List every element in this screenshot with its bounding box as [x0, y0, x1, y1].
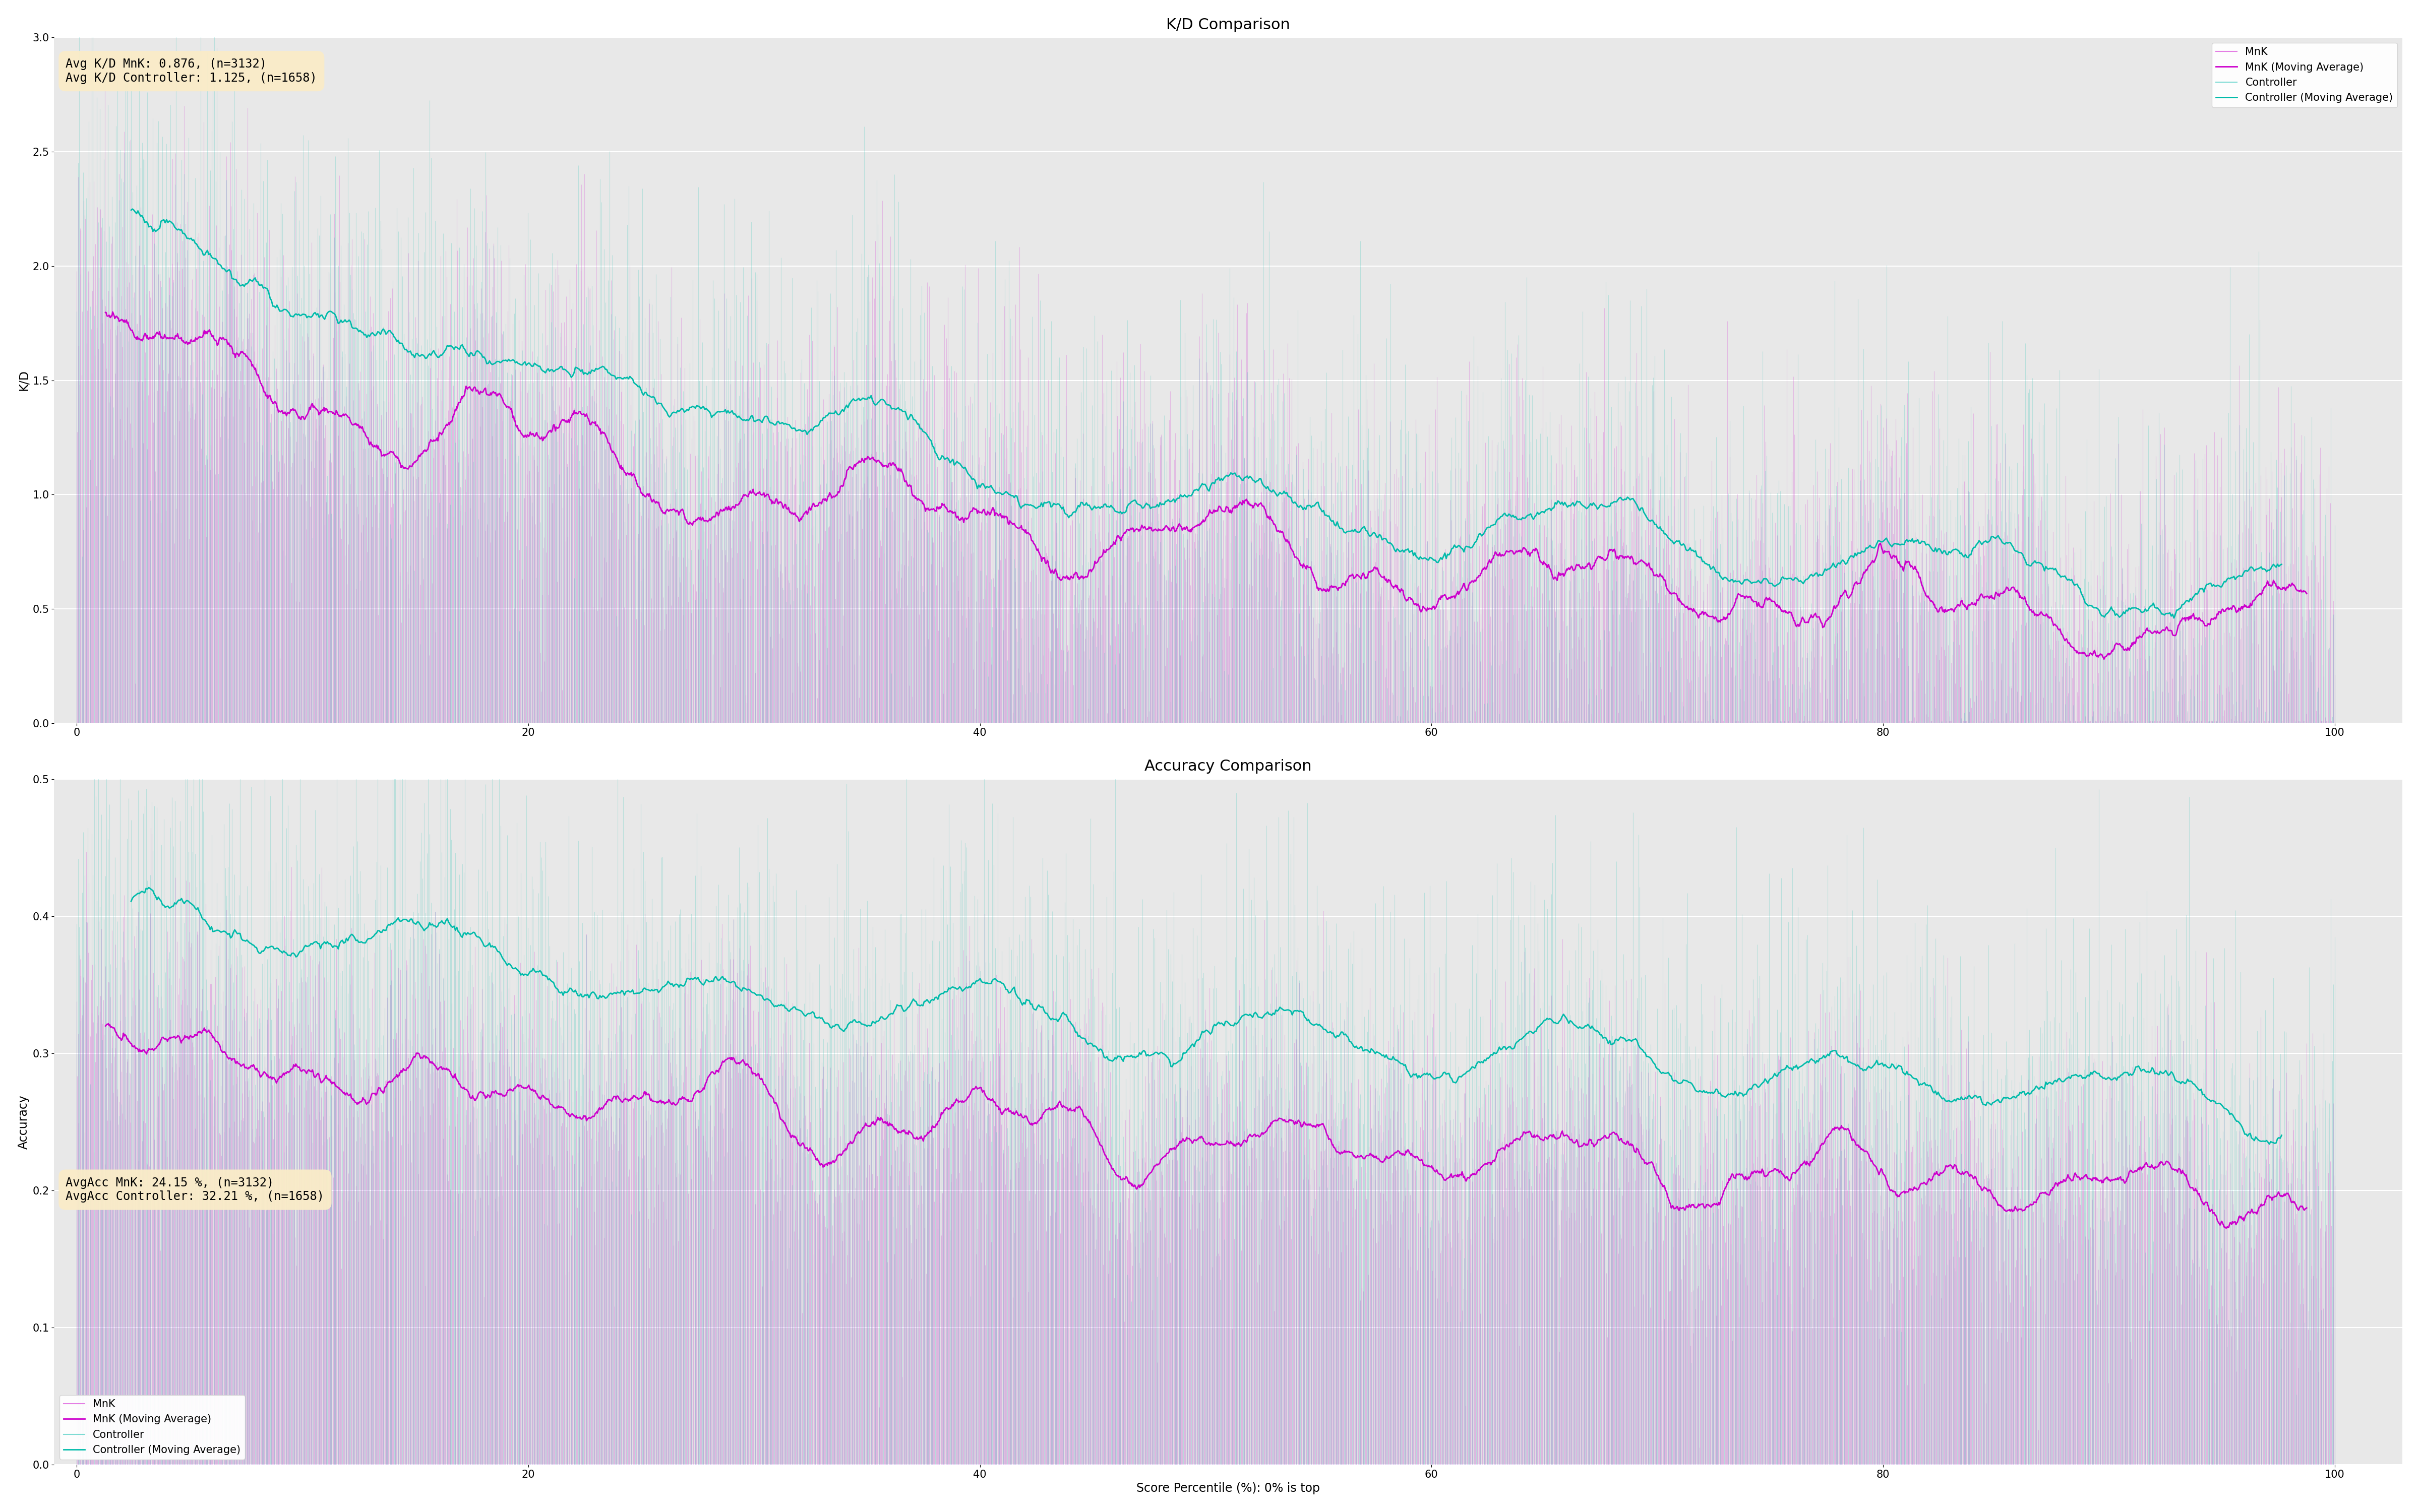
- Y-axis label: Accuracy: Accuracy: [17, 1095, 29, 1149]
- Text: AvgAcc MnK: 24.15 %, (n=3132)
AvgAcc Controller: 32.21 %, (n=1658): AvgAcc MnK: 24.15 %, (n=3132) AvgAcc Con…: [65, 1176, 324, 1202]
- Legend: MnK, MnK (Moving Average), Controller, Controller (Moving Average): MnK, MnK (Moving Average), Controller, C…: [2212, 42, 2398, 107]
- Text: Avg K/D MnK: 0.876, (n=3132)
Avg K/D Controller: 1.125, (n=1658): Avg K/D MnK: 0.876, (n=3132) Avg K/D Con…: [65, 57, 317, 85]
- Title: K/D Comparison: K/D Comparison: [1166, 18, 1290, 32]
- X-axis label: Score Percentile (%): 0% is top: Score Percentile (%): 0% is top: [1137, 1482, 1319, 1494]
- Legend: MnK, MnK (Moving Average), Controller, Controller (Moving Average): MnK, MnK (Moving Average), Controller, C…: [58, 1396, 244, 1459]
- Title: Accuracy Comparison: Accuracy Comparison: [1145, 759, 1312, 774]
- Y-axis label: K/D: K/D: [17, 370, 29, 390]
